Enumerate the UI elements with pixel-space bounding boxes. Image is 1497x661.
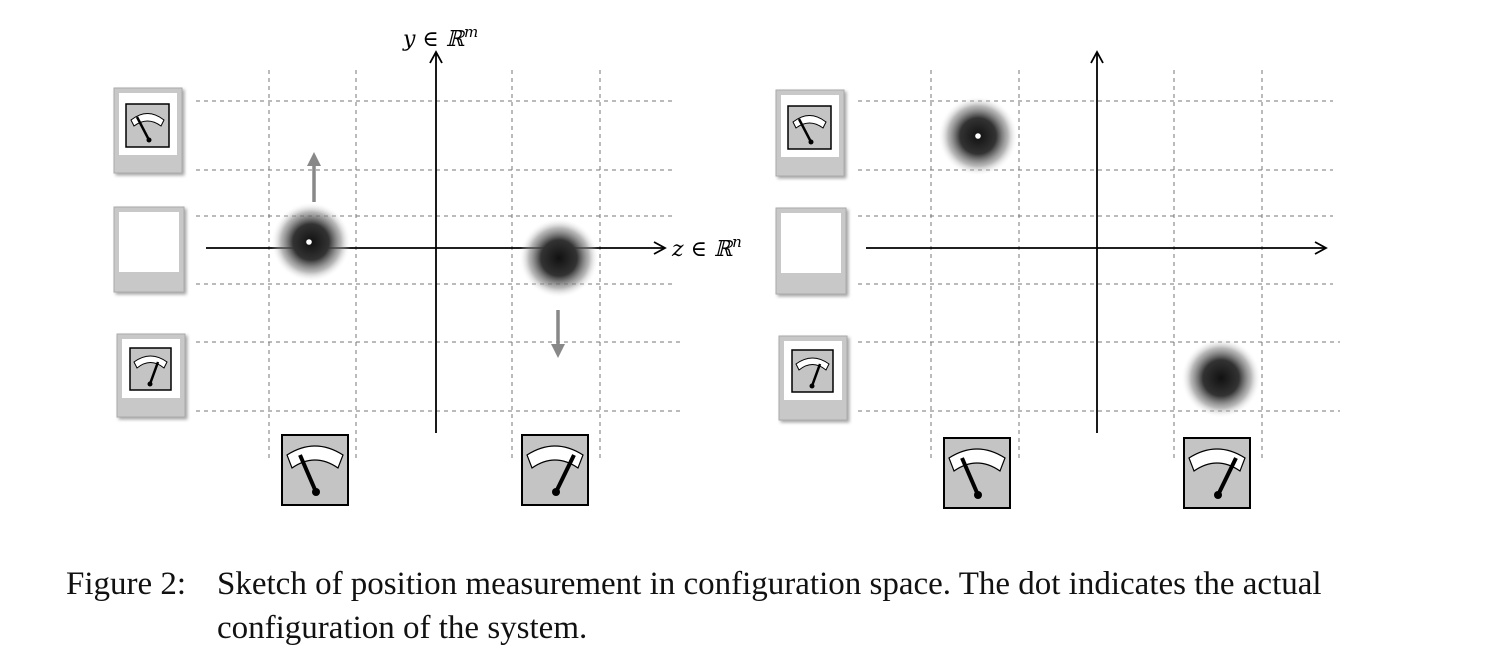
right-bottom-gauge-icon-2 xyxy=(1183,437,1251,509)
right-grid xyxy=(858,70,1340,458)
left-bottom-gauge-icon-1 xyxy=(281,434,349,506)
left-panel: y ∈ ℝm z ∈ ℝn xyxy=(113,23,742,506)
caption-label: Figure 2: xyxy=(66,566,187,602)
left-small-gauge-icon-top xyxy=(125,103,170,148)
caption-text: Sketch of position measurement in config… xyxy=(217,566,1322,646)
actual-configuration-dot xyxy=(306,239,312,245)
left-blob-2 xyxy=(519,218,599,298)
figure-diagram: y ∈ ℝm z ∈ ℝn xyxy=(113,23,1340,509)
right-small-gauge-icon-top xyxy=(787,105,832,150)
right-meter-card-mid xyxy=(775,207,847,295)
right-bottom-gauge-icon-1 xyxy=(943,437,1011,509)
left-small-gauge-icon-bottom xyxy=(129,347,172,391)
left-y-axis-label: y ∈ ℝm xyxy=(402,23,478,52)
right-actual-configuration-dot xyxy=(975,133,981,139)
left-x-axis-label: z ∈ ℝn xyxy=(671,233,742,262)
right-blob-2 xyxy=(1181,338,1261,418)
left-grid xyxy=(196,70,680,458)
left-meter-card-mid xyxy=(113,206,185,293)
left-bottom-gauge-icon-2 xyxy=(521,434,589,506)
right-small-gauge-icon-bottom xyxy=(791,349,834,393)
right-panel xyxy=(775,50,1340,509)
